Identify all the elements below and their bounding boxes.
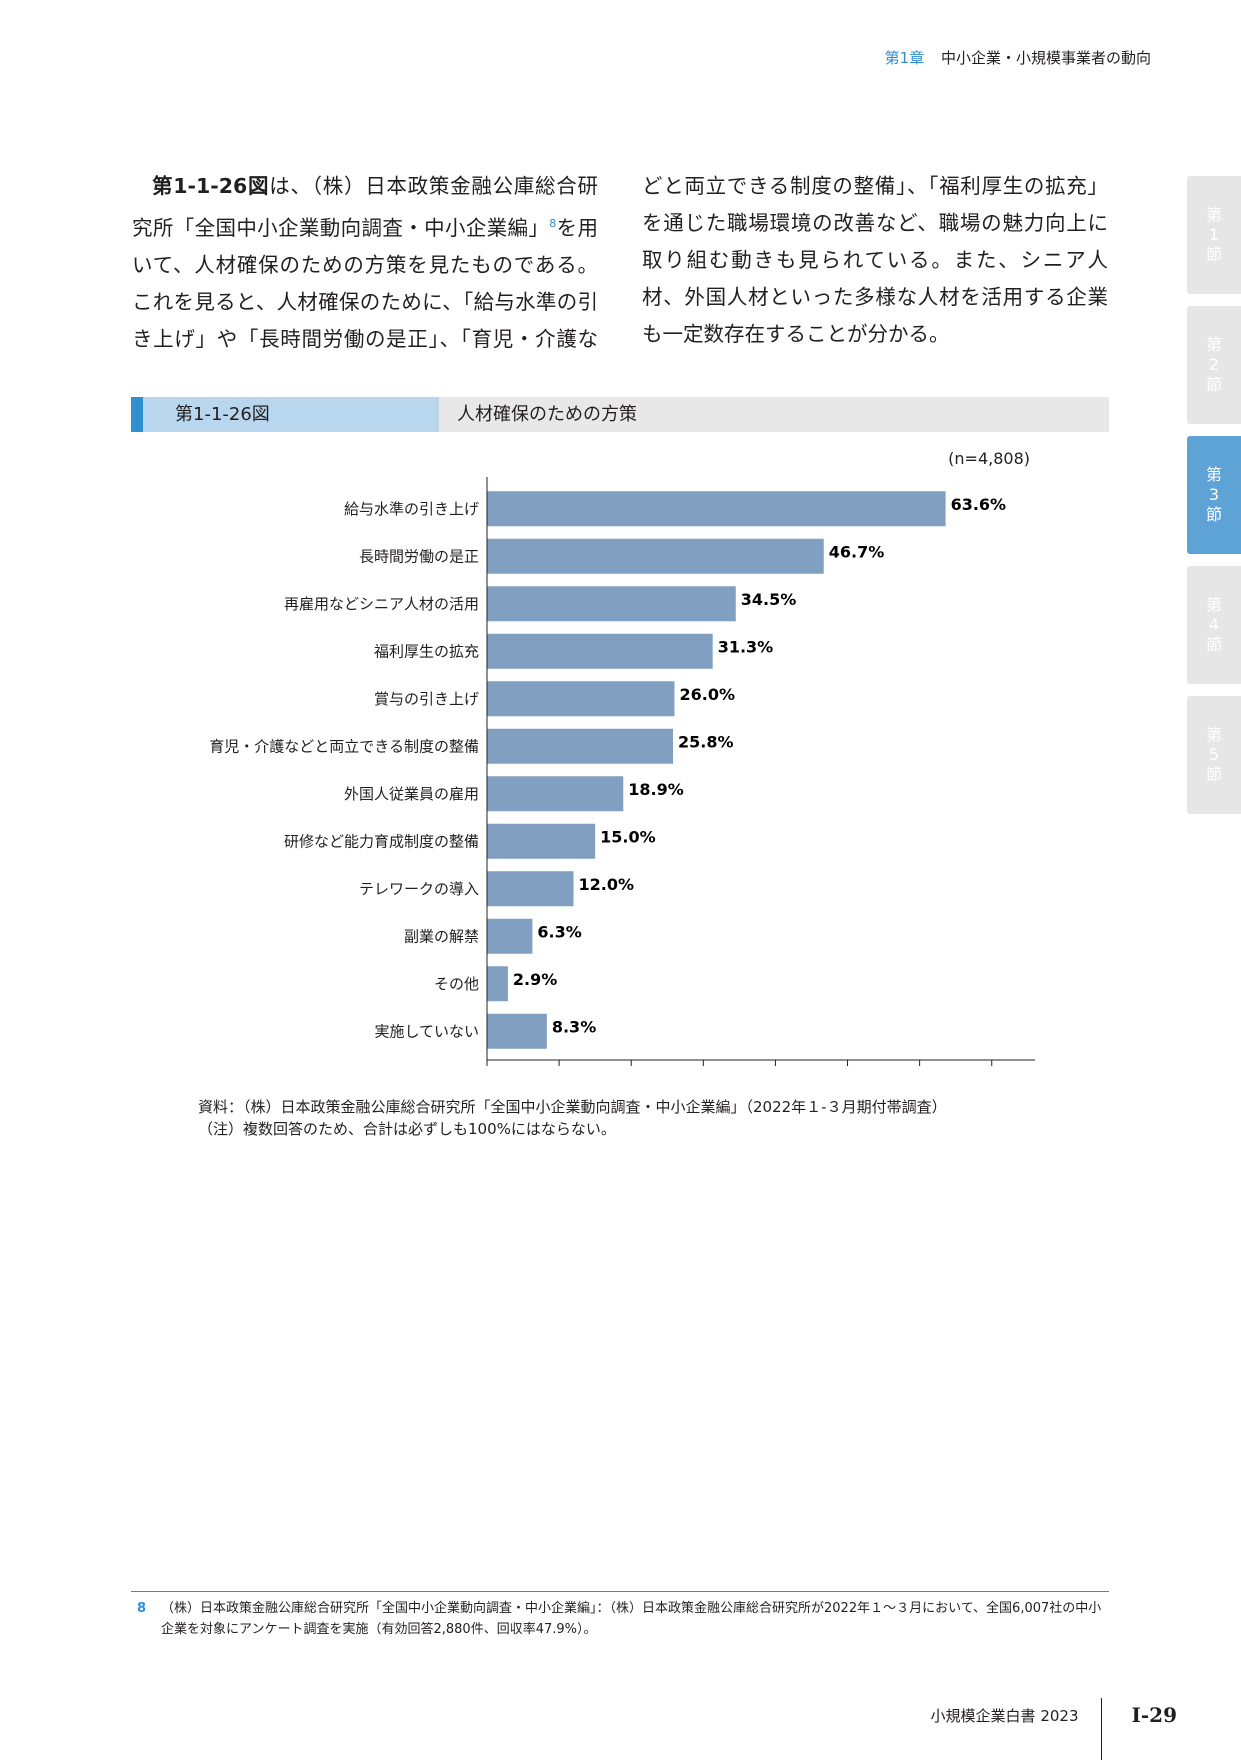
chart-notes: 資料：（株）日本政策金融公庫総合研究所「全国中小企業動向調査・中小企業編」（20… (198, 1096, 947, 1140)
category-label: 長時間労働の是正 (359, 547, 479, 565)
category-label: 副業の解禁 (404, 927, 479, 945)
chapter-label: 第1章 (884, 49, 925, 67)
footnote-text: （株）日本政策金融公庫総合研究所「全国中小企業動向調査・中小企業編」：（株）日本… (161, 1601, 1102, 1637)
value-label: 2.9% (513, 970, 557, 989)
category-label: 福利厚生の拡充 (374, 642, 479, 660)
footnote-divider (131, 1591, 1109, 1592)
footnote-marker: 8 (549, 217, 557, 230)
bar (487, 776, 624, 812)
source-note: 資料：（株）日本政策金融公庫総合研究所「全国中小企業動向調査・中小企業編」（20… (198, 1098, 947, 1116)
bar (487, 871, 574, 907)
x-tick-label: 70% (974, 1068, 1010, 1070)
page-footer: 小規模企業白書 2023 Ⅰ-29 (930, 1684, 1178, 1760)
bar (487, 823, 596, 859)
category-label: 賞与の引き上げ (374, 690, 479, 708)
category-label: 育児・介護などと両立できる制度の整備 (209, 737, 479, 755)
value-label: 12.0% (579, 875, 635, 894)
body-text-part-1: は、（株）日本政策金融公庫総合研究所「全国中小企業動向調査・中小企業編」 (132, 174, 599, 240)
figure-number: 第1-1-26図 (143, 397, 439, 432)
body-text: 第1-1-26図は、（株）日本政策金融公庫総合研究所「全国中小企業動向調査・中小… (132, 168, 1108, 358)
value-label: 63.6% (951, 495, 1007, 514)
category-label: 研修など能力育成制度の整備 (284, 832, 479, 850)
bar (487, 966, 508, 1002)
figure-title-accent (131, 397, 143, 432)
bar (487, 681, 675, 717)
value-label: 18.9% (628, 780, 684, 799)
figure-title-bar: 第1-1-26図 人材確保のための方策 (131, 397, 1109, 432)
category-label: その他 (434, 975, 479, 993)
bar (487, 633, 713, 669)
category-label: テレワークの導入 (359, 880, 479, 898)
category-label: 外国人従業員の雇用 (344, 785, 479, 803)
page-number: Ⅰ-29 (1131, 1703, 1178, 1727)
bar-chart: (n=4,808) 給与水準の引き上げ 63.6% 長時間労働の是正 46.7% 再雇用な… (209, 449, 1035, 1070)
chapter-title: 中小企業・小規模事業者の動向 (940, 49, 1151, 67)
value-label: 26.0% (679, 685, 735, 704)
figure-title: 人材確保のための方策 (457, 404, 637, 425)
remark-note: （注）複数回答のため、合計は必ずしも100%にはならない。 (198, 1120, 616, 1138)
value-label: 6.3% (537, 922, 581, 941)
category-label: 再雇用などシニア人材の活用 (284, 595, 479, 613)
publication-name: 小規模企業白書 2023 (930, 1706, 1079, 1725)
x-tick-label: 20% (613, 1068, 649, 1070)
bar (487, 1013, 547, 1049)
bar (487, 728, 674, 764)
category-label: 給与水準の引き上げ (344, 500, 479, 518)
bar (487, 538, 824, 574)
body-paragraph: 第1-1-26図は、（株）日本政策金融公庫総合研究所「全国中小企業動向調査・中小… (132, 168, 1108, 358)
figure-reference: 第1-1-26図 (152, 174, 270, 198)
body-text-part-2: を用いて、人材確保のための方策を見たものである。これを見ると、人材確保のために、… (132, 174, 1108, 351)
value-label: 46.7% (829, 542, 885, 561)
x-tick-label: 40% (758, 1068, 794, 1070)
bar (487, 586, 736, 622)
category-label: 実施していない (374, 1022, 479, 1040)
value-label: 15.0% (600, 827, 656, 846)
value-label: 31.3% (718, 637, 774, 656)
running-header: 第1章 中小企業・小規模事業者の動向 (885, 47, 1151, 68)
bar (487, 491, 946, 527)
x-tick-label: 0% (474, 1068, 499, 1070)
footer-divider (1100, 1698, 1102, 1760)
x-tick-label: 50% (830, 1068, 866, 1070)
x-tick-label: 10% (541, 1068, 577, 1070)
bar (487, 918, 533, 954)
x-tick-label: 60% (902, 1068, 938, 1070)
footnote: 8 （株）日本政策金融公庫総合研究所「全国中小企業動向調査・中小企業編」：（株）… (137, 1598, 1109, 1640)
value-label: 8.3% (552, 1017, 596, 1036)
value-label: 34.5% (741, 590, 797, 609)
value-label: 25.8% (678, 732, 734, 751)
x-tick-label: 30% (686, 1068, 722, 1070)
sample-size-label: (n=4,808) (948, 449, 1030, 468)
footnote-number: 8 (137, 1601, 147, 1616)
